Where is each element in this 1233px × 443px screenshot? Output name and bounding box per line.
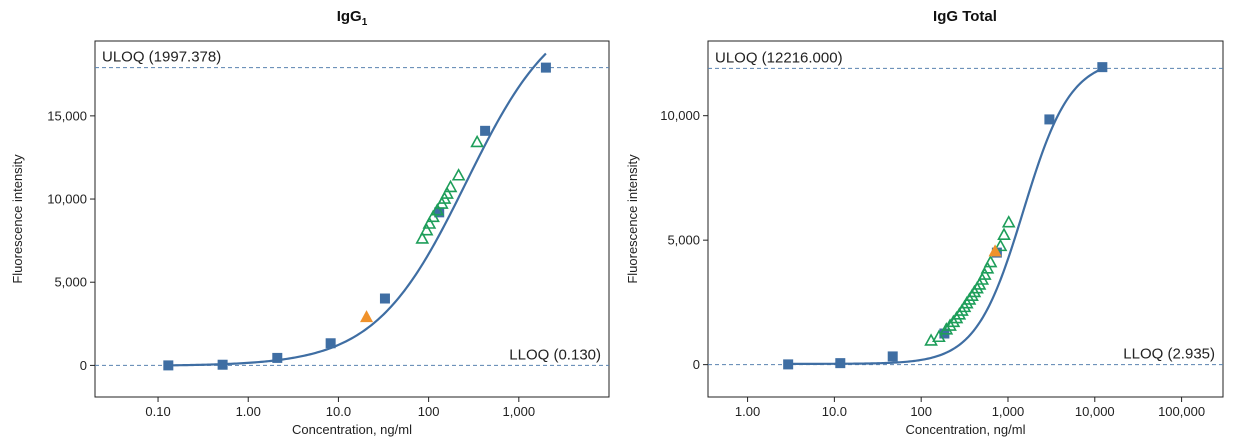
sample-point bbox=[980, 261, 995, 274]
x-tick-label: 100 bbox=[418, 404, 440, 419]
standard-point bbox=[887, 351, 898, 362]
x-tick-label: 1.00 bbox=[735, 404, 760, 419]
uloq-label: ULOQ (1997.378) bbox=[102, 49, 221, 66]
sample-point bbox=[946, 314, 961, 328]
standard-point bbox=[480, 125, 491, 136]
x-tick-label: 1.00 bbox=[236, 404, 261, 419]
y-tick-label: 5,000 bbox=[54, 275, 87, 290]
sample-point bbox=[977, 267, 992, 280]
chart-1: IgG1 0.10 1.00 10.0 100 1,000 0 5,000 10,000 15,0… bbox=[10, 8, 610, 437]
x-axis-label: Concentration, ng/ml bbox=[292, 422, 412, 437]
standard-point bbox=[1044, 114, 1055, 125]
plot-frame bbox=[707, 40, 1224, 398]
sample-point bbox=[993, 238, 1008, 252]
x-tick-label: 10.0 bbox=[326, 404, 351, 419]
standard-point bbox=[272, 352, 283, 363]
x-tick-label: 1,000 bbox=[992, 404, 1025, 419]
sample-point bbox=[422, 216, 437, 229]
y-axis-label: Fluorescence intensity bbox=[10, 154, 25, 284]
x-axis-label: Concentration, ng/ml bbox=[906, 422, 1026, 437]
x-tick-label: 100,000 bbox=[1158, 404, 1205, 419]
sample-point bbox=[943, 318, 957, 331]
sample-point bbox=[430, 203, 445, 216]
x-tick-label: 1,000 bbox=[503, 404, 536, 419]
standard-point bbox=[379, 293, 390, 304]
x-tick-label: 10,000 bbox=[1075, 404, 1115, 419]
sample-point bbox=[997, 227, 1011, 240]
chart-title-subscript: 1 bbox=[362, 17, 368, 28]
sample-point bbox=[983, 254, 998, 268]
fit-curve bbox=[168, 52, 547, 367]
y-tick-label: 10,000 bbox=[47, 192, 87, 207]
chart-title: IgG Total bbox=[933, 8, 997, 25]
sample-point bbox=[939, 322, 954, 335]
y-tick-label: 0 bbox=[693, 357, 700, 372]
sample-point bbox=[1001, 215, 1016, 228]
sample-point bbox=[932, 329, 946, 343]
y-tick-label: 5,000 bbox=[667, 233, 700, 248]
x-tick-label: 10.0 bbox=[822, 404, 847, 419]
sample-point bbox=[451, 168, 466, 181]
x-tick-label: 0.10 bbox=[145, 404, 170, 419]
sample-point bbox=[426, 209, 440, 223]
lloq-label: LLOQ (0.130) bbox=[509, 346, 601, 363]
y-tick-label: 0 bbox=[80, 358, 87, 373]
standard-point bbox=[835, 358, 846, 369]
standard-point bbox=[163, 360, 174, 371]
standard-point bbox=[783, 359, 794, 370]
sample-point bbox=[415, 231, 430, 244]
lloq-label: LLOQ (2.935) bbox=[1123, 346, 1215, 363]
y-axis-label: Fluorescence intensity bbox=[625, 154, 640, 284]
standard-point bbox=[540, 62, 551, 73]
standard-point bbox=[1097, 62, 1108, 73]
y-tick-label: 15,000 bbox=[47, 108, 87, 123]
standard-point bbox=[434, 207, 445, 218]
chart-title: IgG1 bbox=[337, 8, 368, 28]
sample-point bbox=[470, 134, 484, 148]
chart-2: IgG Total 1.00 10.0 100 1,000 10,000 100,000 0 5… bbox=[625, 8, 1224, 437]
sample-point bbox=[443, 179, 458, 193]
standard-point bbox=[325, 338, 336, 349]
control-point bbox=[360, 310, 374, 323]
control-point bbox=[988, 244, 1002, 257]
sample-point bbox=[440, 186, 454, 199]
y-tick-label: 10,000 bbox=[660, 108, 700, 123]
fit-curve bbox=[788, 67, 1103, 365]
sample-point bbox=[419, 222, 434, 236]
plot-frame bbox=[94, 40, 610, 398]
uloq-label: ULOQ (12216.000) bbox=[715, 49, 843, 66]
standard-point bbox=[217, 359, 228, 370]
x-tick-label: 100 bbox=[910, 404, 932, 419]
